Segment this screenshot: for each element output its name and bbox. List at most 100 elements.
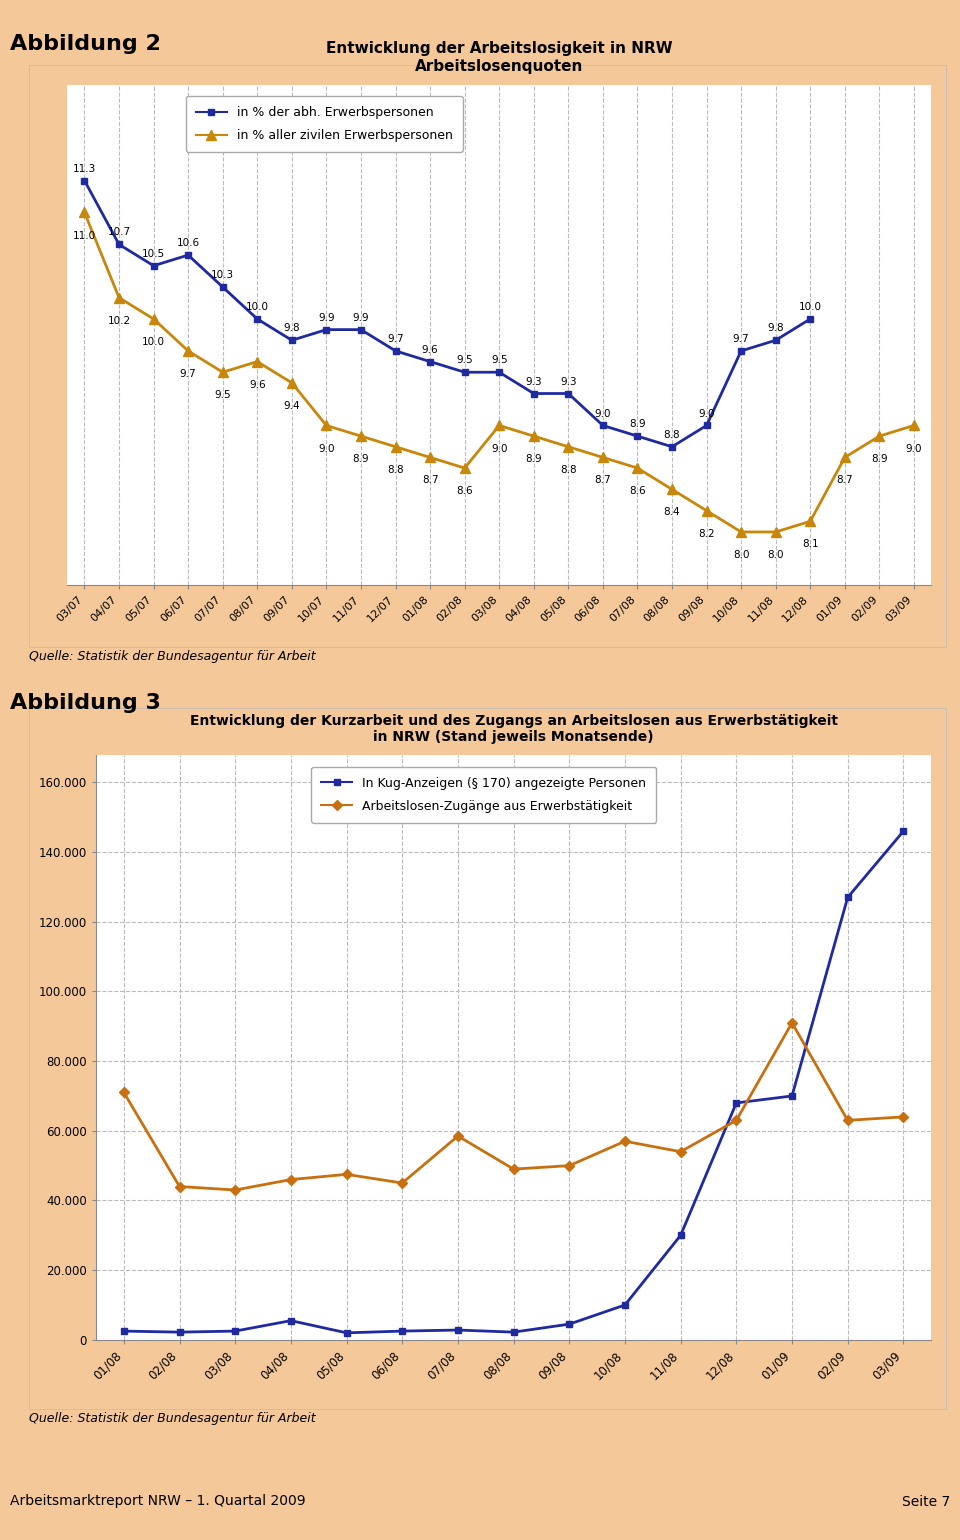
Text: Abbildung 3: Abbildung 3 — [10, 693, 160, 713]
in % der abh. Erwerbspersonen — [113, 236, 125, 254]
Text: 9.9: 9.9 — [352, 313, 370, 323]
Text: 9.0: 9.0 — [905, 444, 923, 453]
Text: Seite 7: Seite 7 — [902, 1494, 950, 1509]
in % der abh. Erwerbspersonen — [355, 320, 367, 339]
Text: 10.6: 10.6 — [177, 239, 200, 248]
Text: 9.7: 9.7 — [732, 334, 750, 343]
Text: 9.5: 9.5 — [214, 390, 231, 400]
in % aller zivilen Erwerbspersonen — [493, 416, 505, 434]
in % der abh. Erwerbspersonen — [217, 277, 228, 296]
Line: Arbeitslosen-Zugänge aus Erwerbstätigkeit: Arbeitslosen-Zugänge aus Erwerbstätigkei… — [120, 1019, 907, 1194]
Text: 8.0: 8.0 — [732, 550, 750, 561]
Text: 8.9: 8.9 — [629, 419, 646, 430]
Text: Quelle: Statistik der Bundesagentur für Arbeit: Quelle: Statistik der Bundesagentur für … — [29, 1412, 316, 1424]
Arbeitslosen-Zugänge aus Erwerbstätigkeit — [396, 1173, 408, 1192]
Text: 9.8: 9.8 — [283, 323, 300, 333]
in % aller zivilen Erwerbspersonen — [597, 448, 609, 467]
Arbeitslosen-Zugänge aus Erwerbstätigkeit — [118, 1083, 130, 1101]
in % der abh. Erwerbspersonen — [321, 320, 332, 339]
Text: 9.6: 9.6 — [421, 345, 439, 354]
in % der abh. Erwerbspersonen — [424, 353, 436, 371]
Text: Arbeitsmarktreport NRW – 1. Quartal 2009: Arbeitsmarktreport NRW – 1. Quartal 2009 — [10, 1494, 305, 1509]
Arbeitslosen-Zugänge aus Erwerbstätigkeit — [285, 1170, 297, 1189]
In Kug-Anzeigen (§ 170) angezeigte Personen — [229, 1321, 241, 1340]
in % der abh. Erwerbspersonen — [459, 363, 470, 382]
Text: 10.0: 10.0 — [799, 302, 822, 313]
In Kug-Anzeigen (§ 170) angezeigte Personen — [898, 822, 909, 841]
Arbeitslosen-Zugänge aus Erwerbstätigkeit — [675, 1143, 686, 1161]
in % der abh. Erwerbspersonen — [770, 331, 781, 350]
in % aller zivilen Erwerbspersonen — [355, 427, 367, 445]
in % aller zivilen Erwerbspersonen — [701, 502, 712, 521]
Text: 10.0: 10.0 — [142, 337, 165, 346]
in % aller zivilen Erwerbspersonen — [286, 374, 298, 393]
in % aller zivilen Erwerbspersonen — [182, 342, 194, 360]
Text: 9.7: 9.7 — [180, 370, 197, 379]
In Kug-Anzeigen (§ 170) angezeigte Personen — [508, 1323, 519, 1341]
in % aller zivilen Erwerbspersonen — [113, 288, 125, 306]
In Kug-Anzeigen (§ 170) angezeigte Personen — [731, 1093, 742, 1112]
in % aller zivilen Erwerbspersonen — [148, 310, 159, 328]
In Kug-Anzeigen (§ 170) angezeigte Personen — [675, 1226, 686, 1244]
Line: in % aller zivilen Erwerbspersonen: in % aller zivilen Erwerbspersonen — [80, 208, 919, 537]
in % der abh. Erwerbspersonen — [79, 171, 90, 189]
Title: Entwicklung der Arbeitslosigkeit in NRW
Arbeitslosenquoten: Entwicklung der Arbeitslosigkeit in NRW … — [325, 42, 673, 74]
Text: 9.4: 9.4 — [283, 400, 300, 411]
Text: 9.3: 9.3 — [560, 377, 577, 387]
Text: 8.0: 8.0 — [767, 550, 784, 561]
in % aller zivilen Erwerbspersonen — [528, 427, 540, 445]
In Kug-Anzeigen (§ 170) angezeigte Personen — [564, 1315, 575, 1334]
Text: 8.9: 8.9 — [871, 454, 888, 464]
Text: 8.1: 8.1 — [802, 539, 819, 550]
in % aller zivilen Erwerbspersonen — [390, 437, 401, 456]
in % aller zivilen Erwerbspersonen — [666, 480, 678, 499]
Legend: In Kug-Anzeigen (§ 170) angezeigte Personen, Arbeitslosen-Zugänge aus Erwerbstät: In Kug-Anzeigen (§ 170) angezeigte Perso… — [311, 767, 657, 822]
Text: 9.5: 9.5 — [456, 356, 473, 365]
In Kug-Anzeigen (§ 170) angezeigte Personen — [619, 1295, 631, 1314]
Text: 8.8: 8.8 — [560, 465, 577, 474]
Text: 10.5: 10.5 — [142, 249, 165, 259]
Text: 9.0: 9.0 — [491, 444, 508, 453]
in % der abh. Erwerbspersonen — [563, 385, 574, 403]
in % der abh. Erwerbspersonen — [148, 257, 159, 276]
in % aller zivilen Erwerbspersonen — [839, 448, 851, 467]
in % aller zivilen Erwerbspersonen — [874, 427, 885, 445]
Text: 9.3: 9.3 — [525, 377, 542, 387]
Text: 8.4: 8.4 — [663, 507, 681, 517]
Text: 8.8: 8.8 — [663, 430, 681, 440]
in % aller zivilen Erwerbspersonen — [252, 353, 263, 371]
Line: in % der abh. Erwerbspersonen: in % der abh. Erwerbspersonen — [81, 177, 814, 450]
Text: 9.0: 9.0 — [318, 444, 335, 453]
in % aller zivilen Erwerbspersonen — [79, 203, 90, 222]
Text: 10.7: 10.7 — [108, 228, 131, 237]
In Kug-Anzeigen (§ 170) angezeigte Personen — [341, 1323, 352, 1341]
Text: 9.6: 9.6 — [249, 380, 266, 390]
in % aller zivilen Erwerbspersonen — [424, 448, 436, 467]
Text: 11.3: 11.3 — [73, 163, 96, 174]
Text: 8.7: 8.7 — [836, 476, 853, 485]
Text: 8.8: 8.8 — [387, 465, 404, 474]
in % aller zivilen Erwerbspersonen — [735, 522, 747, 541]
In Kug-Anzeigen (§ 170) angezeigte Personen — [174, 1323, 185, 1341]
Arbeitslosen-Zugänge aus Erwerbstätigkeit — [564, 1157, 575, 1175]
Text: Abbildung 2: Abbildung 2 — [10, 34, 160, 54]
In Kug-Anzeigen (§ 170) angezeigte Personen — [452, 1321, 464, 1340]
Text: 8.9: 8.9 — [525, 454, 542, 464]
Text: 8.2: 8.2 — [698, 528, 715, 539]
Arbeitslosen-Zugänge aus Erwerbstätigkeit — [898, 1107, 909, 1126]
Text: 9.7: 9.7 — [387, 334, 404, 343]
Arbeitslosen-Zugänge aus Erwerbstätigkeit — [229, 1181, 241, 1200]
Text: 8.6: 8.6 — [629, 487, 646, 496]
Text: 10.2: 10.2 — [108, 316, 131, 326]
in % der abh. Erwerbspersonen — [528, 385, 540, 403]
Arbeitslosen-Zugänge aus Erwerbstätigkeit — [786, 1013, 798, 1032]
in % aller zivilen Erwerbspersonen — [770, 522, 781, 541]
In Kug-Anzeigen (§ 170) angezeigte Personen — [118, 1321, 130, 1340]
in % der abh. Erwerbspersonen — [286, 331, 298, 350]
Legend: in % der abh. Erwerbspersonen, in % aller zivilen Erwerbspersonen: in % der abh. Erwerbspersonen, in % alle… — [186, 95, 463, 152]
Arbeitslosen-Zugänge aus Erwerbstätigkeit — [174, 1177, 185, 1195]
Text: 10.3: 10.3 — [211, 270, 234, 280]
in % der abh. Erwerbspersonen — [735, 342, 747, 360]
in % der abh. Erwerbspersonen — [666, 437, 678, 456]
Arbeitslosen-Zugänge aus Erwerbstätigkeit — [508, 1160, 519, 1178]
